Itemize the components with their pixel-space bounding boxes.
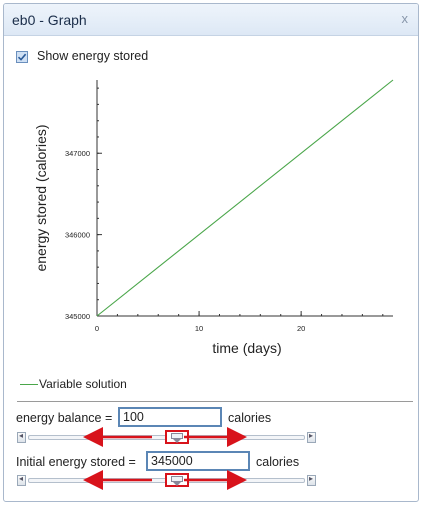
initial-energy-slider-thumb[interactable] xyxy=(164,473,189,487)
slider-right-arrow-icon[interactable]: ▸ xyxy=(307,474,316,486)
energy-balance-label: energy balance = xyxy=(16,411,113,425)
window-title: eb0 - Graph xyxy=(12,12,87,28)
energy-balance-slider[interactable]: ◂ ▸ xyxy=(17,430,317,446)
energy-balance-unit: calories xyxy=(228,411,272,425)
slider-left-arrow-icon[interactable]: ◂ xyxy=(17,474,26,486)
series-line-variable-solution xyxy=(96,79,394,317)
initial-energy-label: Initial energy stored = xyxy=(16,455,136,469)
energy-balance-slider-thumb[interactable] xyxy=(164,430,189,444)
checkmark-icon xyxy=(17,53,27,61)
initial-energy-unit: calories xyxy=(256,455,300,469)
divider xyxy=(17,401,413,402)
energy-chart: 0 10 20 345000 346000 347000 time (days) energy… xyxy=(33,79,394,356)
x-tick-label: 0 xyxy=(95,324,99,333)
y-tick-label: 345000 xyxy=(65,312,90,321)
x-axis-label: time (days) xyxy=(212,340,281,356)
y-tick-label: 347000 xyxy=(65,149,90,158)
legend-swatch-variable-solution xyxy=(20,384,38,385)
initial-energy-slider[interactable]: ◂ ▸ xyxy=(17,473,317,489)
graph-window: eb0 - Graph x Show energy stored 0 10 20 34… xyxy=(3,3,419,502)
energy-balance-input[interactable] xyxy=(118,407,222,427)
legend-label-variable-solution: Variable solution xyxy=(39,377,127,391)
x-tick-label: 20 xyxy=(297,324,305,333)
show-energy-label: Show energy stored xyxy=(37,49,149,63)
slider-right-arrow-icon[interactable]: ▸ xyxy=(307,431,316,443)
show-energy-checkbox[interactable] xyxy=(16,51,28,63)
slider-left-arrow-icon[interactable]: ◂ xyxy=(17,431,26,443)
x-tick-label: 10 xyxy=(195,324,203,333)
window-titlebar[interactable]: eb0 - Graph x xyxy=(4,4,418,36)
y-tick-label: 346000 xyxy=(65,231,90,240)
close-icon[interactable]: x xyxy=(401,11,409,26)
initial-energy-input[interactable] xyxy=(146,451,250,471)
y-axis-label: energy stored (calories) xyxy=(33,124,49,271)
chart-plot-area: 0 10 20 345000 346000 347000 time (days) energy… xyxy=(33,79,394,356)
